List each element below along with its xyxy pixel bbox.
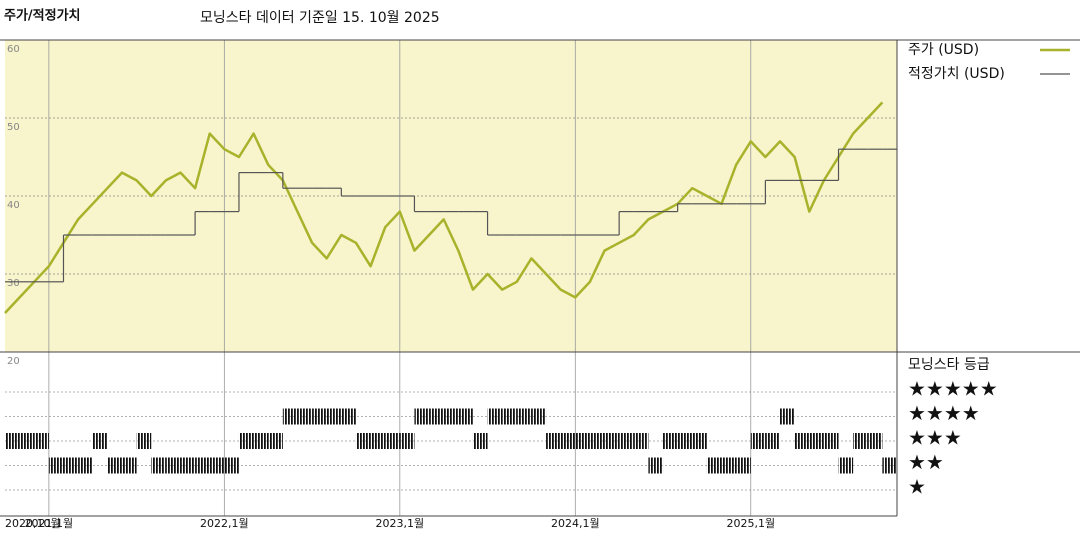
rating-bar <box>341 408 356 425</box>
rating-bar <box>633 433 649 449</box>
x-tick-label: 2022,1월 <box>200 517 249 530</box>
rating-bar <box>209 457 225 474</box>
rating-bar <box>692 433 707 449</box>
rating-bar <box>809 433 824 449</box>
y-tick-label: 20 <box>7 356 20 367</box>
rating-bar <box>195 457 210 474</box>
rating-bar <box>736 457 751 474</box>
rating-bar <box>312 408 327 425</box>
legend-label: 적정가치 (USD) <box>908 66 1005 82</box>
chart-subtitle: 모닝스타 데이터 기준일 15. 10월 2025 <box>200 10 440 26</box>
rating-bar <box>63 457 79 474</box>
rating-bar <box>780 408 795 425</box>
rating-bar <box>19 433 35 449</box>
rating-bar <box>399 433 415 449</box>
rating-label: ★★ <box>908 450 944 474</box>
rating-bar <box>472 433 488 449</box>
rating-bar <box>677 433 693 449</box>
rating-bar <box>794 433 810 449</box>
chart-title: 주가/적정가치 <box>4 8 81 24</box>
rating-bar <box>92 433 108 449</box>
rating-bar <box>853 433 868 449</box>
rating-bar <box>107 457 122 474</box>
rating-bar <box>589 433 605 449</box>
rating-bar <box>838 457 854 474</box>
rating-bar <box>648 457 664 474</box>
rating-bar <box>750 433 766 449</box>
rating-bar <box>575 433 590 449</box>
rating-bar <box>297 408 313 425</box>
rating-bar <box>48 457 64 474</box>
rating-bar <box>516 408 532 425</box>
rating-bar <box>224 457 239 474</box>
rating-label: ★★★ <box>908 426 962 450</box>
rating-bar <box>136 433 152 449</box>
rating-bar <box>414 408 430 425</box>
rating-bar <box>823 433 839 449</box>
x-tick-label: 2023,1월 <box>376 517 425 530</box>
x-tick-label: 2025,1월 <box>726 517 775 530</box>
y-tick-label: 30 <box>7 278 20 289</box>
rating-bar <box>443 408 459 425</box>
rating-bar <box>5 433 20 449</box>
rating-bar <box>619 433 634 449</box>
rating-bar <box>282 408 298 425</box>
rating-bar <box>370 433 386 449</box>
legend-label: 주가 (USD) <box>908 42 979 58</box>
rating-bar <box>78 457 93 474</box>
rating-bar <box>882 457 897 474</box>
rating-bar <box>458 408 473 425</box>
rating-bar <box>867 433 883 449</box>
rating-bar <box>487 408 503 425</box>
rating-bar <box>560 433 576 449</box>
rating-bar <box>721 457 737 474</box>
x-tick-label: 2024,1월 <box>551 517 600 530</box>
rating-bar <box>604 433 620 449</box>
rating-bar <box>385 433 400 449</box>
x-tick-label: 2020,10월 <box>5 517 61 530</box>
rating-label: ★★★★★ <box>908 377 998 401</box>
x-tick-label: 2021,1월 <box>25 517 74 530</box>
y-tick-label: 60 <box>7 44 20 55</box>
rating-bar <box>429 408 444 425</box>
rating-bar <box>34 433 49 449</box>
rating-bar <box>121 457 137 474</box>
rating-label: ★★★★ <box>908 401 980 425</box>
rating-bar <box>238 433 254 449</box>
rating-label: ★ <box>908 475 926 499</box>
rating-bar <box>765 433 781 449</box>
rating-bar <box>165 457 181 474</box>
rating-bar <box>502 408 517 425</box>
rating-title: 모닝스타 등급 <box>908 357 990 373</box>
rating-bar <box>180 457 196 474</box>
rating-bar <box>326 408 342 425</box>
rating-bar <box>253 433 269 449</box>
rating-bar <box>531 408 547 425</box>
rating-bar <box>268 433 283 449</box>
rating-bar <box>663 433 678 449</box>
rating-bar <box>355 433 371 449</box>
rating-bar <box>151 457 166 474</box>
rating-bar <box>546 433 561 449</box>
price-line <box>4 101 884 314</box>
rating-bar <box>706 457 722 474</box>
y-tick-label: 40 <box>7 200 20 211</box>
y-tick-label: 50 <box>7 122 20 133</box>
